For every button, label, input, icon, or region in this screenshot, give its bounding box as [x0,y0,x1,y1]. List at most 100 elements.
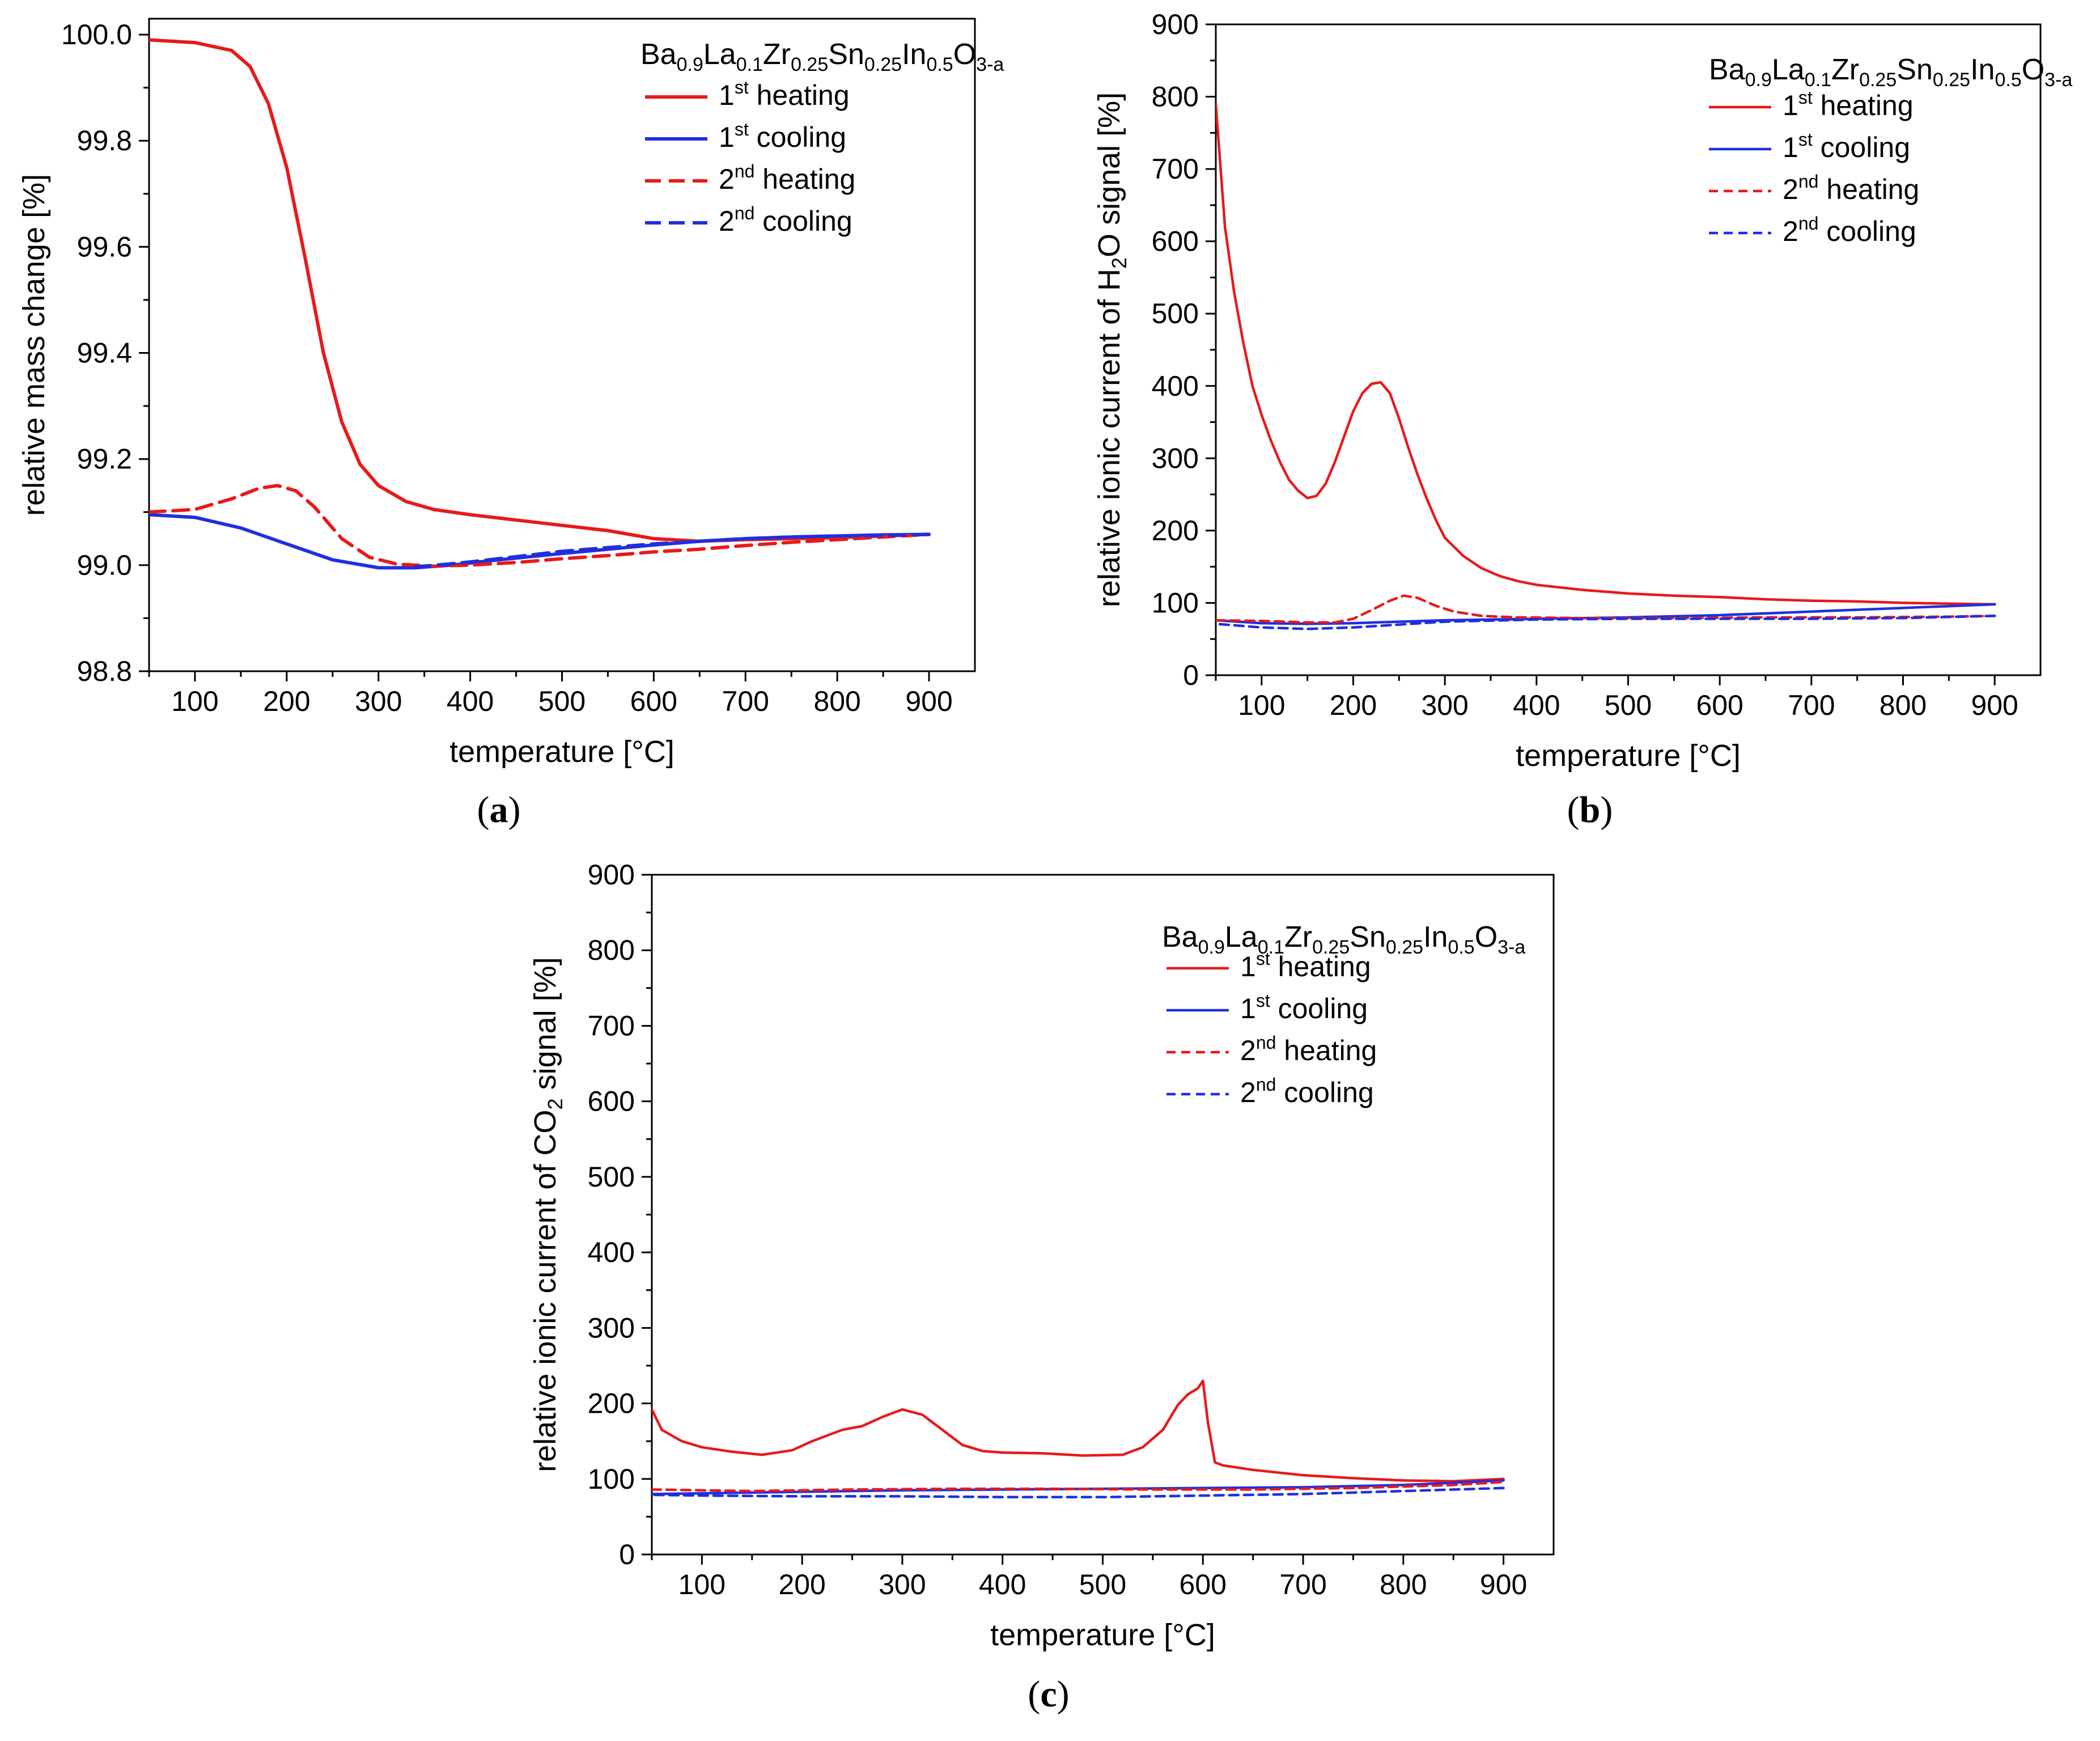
legend-ordinal-number: 1 [1783,90,1798,121]
formula-part: Ba [1709,53,1745,86]
y-axis-label: relative ionic current of H2O signal [%] [1092,92,1131,607]
legend-ordinal-suffix: st [1798,87,1813,108]
formula-subscript: 0.5 [1448,937,1474,958]
x-tick-label: 100 [1238,689,1285,721]
y-tick-label: 100 [588,1463,635,1495]
formula-part: Sn [828,38,864,71]
legend-label-2: 1st cooling [719,119,846,153]
legend-label-1: 1st heating [1783,87,1914,121]
formula-subscript: 0.25 [864,54,902,75]
formula-subscript: 0.9 [677,54,703,75]
x-tick-label: 200 [778,1569,825,1600]
y-tick-label: 99.6 [77,231,132,262]
y-axis-label-subscript: 2 [1108,257,1131,269]
formula-subscript: 0.5 [1995,69,2021,91]
formula-part: O [1475,921,1497,954]
formula-part: O [953,38,976,71]
formula-part: Sn [1350,921,1386,954]
panel-label-paren: ( [477,789,490,831]
x-tick-label: 900 [1480,1569,1527,1600]
formula-part: La [703,38,736,71]
x-tick-label: 100 [171,685,218,717]
x-tick-label: 200 [263,685,310,717]
x-tick-label: 400 [979,1569,1026,1600]
legend-label-3: 2nd heating [719,161,855,195]
y-axis-label: relative mass change [%] [17,174,51,516]
legend-ordinal-suffix: st [1256,948,1270,969]
legend-ordinal-number: 1 [719,79,735,111]
legend-label-3: 2nd heating [1240,1032,1377,1066]
x-axis-label: temperature [°C] [449,735,674,769]
legend-label-text: cooling [1270,993,1368,1024]
formula-subscript: 3-a [2044,69,2072,91]
formula-subscript: 0.5 [926,54,953,75]
series-line-1 [1216,103,1996,606]
legend-label-text: heating [1270,951,1371,982]
y-axis-label-subscript: 2 [544,1098,567,1109]
x-tick-label: 400 [1513,689,1560,721]
y-tick-label: 700 [588,1010,635,1041]
legend-label-text: heating [1813,90,1914,121]
y-tick-label: 99.2 [77,443,132,475]
formula-subscript: 0.9 [1198,937,1225,958]
panel-label-paren: ) [1057,1674,1070,1715]
panel-label-letter: c [1040,1674,1057,1715]
series-line-3 [652,1480,1505,1493]
legend-label-text: cooling [749,121,846,153]
x-axis-label: temperature [°C] [990,1618,1215,1652]
y-tick-label: 600 [588,1086,635,1117]
formula-subscript: 0.25 [791,54,828,75]
y-axis-label: relative ionic current of CO2 signal [%] [528,957,567,1472]
legend-ordinal-suffix: nd [735,161,755,181]
legend-ordinal-number: 1 [1240,951,1256,982]
y-tick-label: 400 [588,1236,635,1268]
y-tick-label: 700 [1152,153,1199,185]
formula-subscript: 3-a [976,54,1004,75]
y-tick-label: 0 [1183,659,1199,691]
formula-part: Zr [763,38,791,71]
legend-label-3: 2nd heating [1783,171,1919,205]
legend-ordinal-number: 1 [719,121,735,153]
series-line-4 [1216,615,1996,630]
legend-ordinal-suffix: nd [1798,171,1819,192]
x-tick-label: 900 [1971,689,2018,721]
y-tick-label: 500 [1152,298,1199,329]
y-tick-label: 500 [588,1161,635,1193]
legend-label-4: 2nd cooling [719,203,852,237]
legend-label-text: heating [754,163,855,195]
legend-ordinal-suffix: nd [1256,1074,1276,1095]
y-tick-label: 300 [588,1312,635,1344]
x-tick-label: 600 [1180,1569,1227,1600]
formula-subscript: 0.1 [1258,937,1284,958]
formula-part: Ba [1162,921,1198,954]
x-tick-label: 600 [630,685,677,717]
y-axis-label-part: relative ionic current of CO [528,1109,562,1472]
x-tick-label: 900 [905,685,952,717]
panel-label: (b) [1567,789,1613,831]
y-tick-label: 800 [588,934,635,966]
formula-subscript: 0.25 [1386,937,1423,958]
formula-part: Sn [1897,53,1933,86]
x-tick-label: 300 [355,685,402,717]
series-line-4 [652,1486,1505,1499]
y-tick-label: 200 [588,1388,635,1420]
panel-label-paren: ) [1600,789,1613,831]
y-tick-label: 99.0 [77,549,132,581]
chart-panel-b: 100 200 300 400 500 600 700 800 900 0 100 200 300 400… [1092,9,2072,831]
x-tick-label: 100 [678,1569,726,1600]
series-line-1 [652,1379,1505,1483]
x-tick-label: 400 [447,685,494,717]
legend-label-text: cooling [754,205,852,237]
y-tick-label: 0 [619,1539,635,1570]
x-tick-label: 700 [1279,1569,1326,1600]
series-line-3 [149,484,931,568]
formula-part: Zr [1284,921,1312,954]
legend-title-formula: Ba0.9La0.1Zr0.25Sn0.25In0.5O3-a [1162,921,1525,958]
legend-ordinal-number: 2 [719,205,735,237]
panel-label-paren: ) [508,789,521,831]
panel-label-letter: b [1580,789,1601,831]
formula-part: Ba [640,38,677,71]
